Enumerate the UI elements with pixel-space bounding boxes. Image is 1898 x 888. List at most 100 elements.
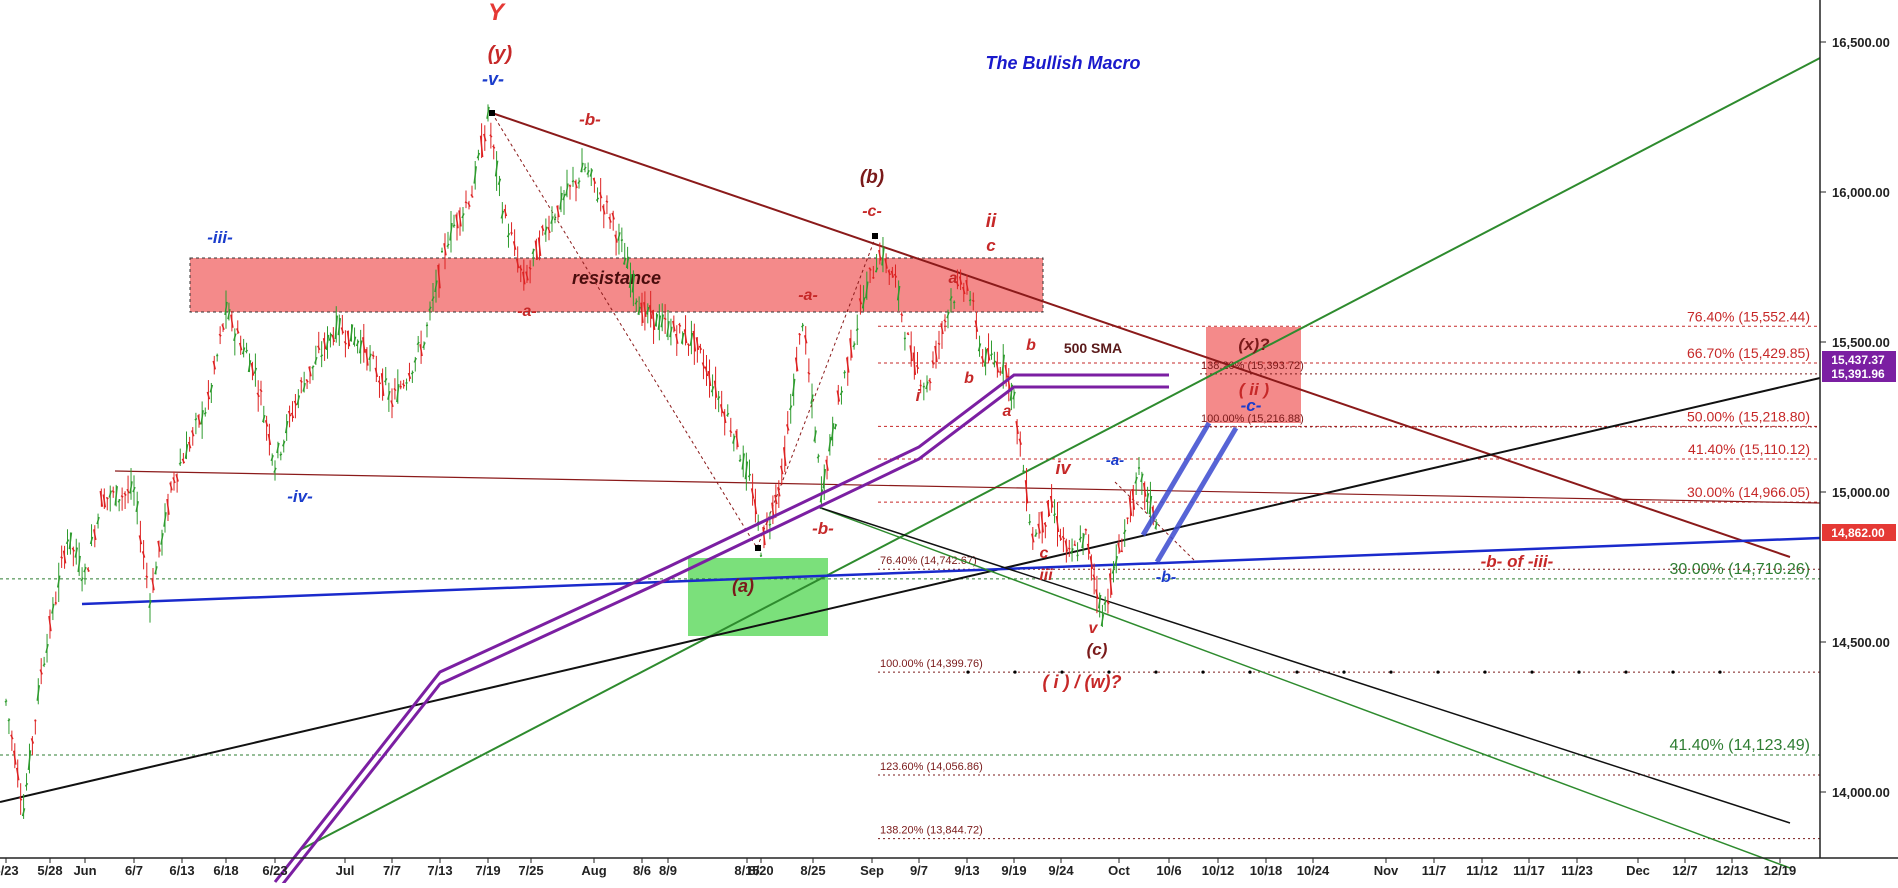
x-tick-label: 7/25 bbox=[518, 863, 543, 878]
wave-label: -b- of -iii- bbox=[1481, 552, 1554, 571]
y-axis-panel bbox=[1820, 0, 1898, 883]
candle-body bbox=[760, 555, 762, 556]
wave-label: ii bbox=[986, 211, 997, 232]
x-tick-label: Sep bbox=[860, 863, 884, 878]
wave-label: c bbox=[986, 236, 996, 255]
wave-label: a bbox=[1003, 403, 1012, 420]
wave-label: -iv- bbox=[287, 487, 313, 506]
fib-label-1: 66.70% (15,429.85) bbox=[1687, 345, 1810, 361]
wave-label: (b) bbox=[860, 167, 884, 188]
x-tick-label: 11/7 bbox=[1422, 863, 1447, 878]
fib-dot bbox=[1577, 670, 1580, 673]
x-tick-label: 10/24 bbox=[1297, 863, 1330, 878]
x-tick-label: 9/19 bbox=[1001, 863, 1026, 878]
y-tick-label: 16,000.00 bbox=[1832, 185, 1890, 200]
candle-body bbox=[572, 181, 574, 182]
pivot-marker bbox=[755, 545, 761, 551]
wave-label: iv bbox=[1055, 458, 1071, 478]
wave-label: -b- bbox=[812, 519, 834, 538]
candle-body bbox=[1022, 471, 1024, 472]
sma-label: 500 SMA bbox=[1064, 340, 1122, 356]
wave-label: -a- bbox=[798, 287, 818, 304]
candle-body bbox=[55, 603, 57, 604]
x-tick-label: 12/13 bbox=[1716, 863, 1749, 878]
candle-body bbox=[953, 302, 955, 303]
candle-body bbox=[769, 524, 771, 525]
fib-dot bbox=[1389, 670, 1392, 673]
fib-dot bbox=[1342, 670, 1345, 673]
fib-mid-label-4: 123.60% (14,056.86) bbox=[880, 761, 983, 773]
x-tick-label: Dec bbox=[1626, 863, 1650, 878]
x-tick-label: Oct bbox=[1108, 863, 1130, 878]
x-tick-label: 6/7 bbox=[125, 863, 143, 878]
x-tick-label: 9/13 bbox=[954, 863, 979, 878]
y-tick-label: 16,500.00 bbox=[1832, 35, 1890, 50]
fib-dot bbox=[1436, 670, 1439, 673]
wave-label: -a- bbox=[517, 303, 537, 320]
fib-dot bbox=[1295, 670, 1298, 673]
price-box-label: 14,862.00 bbox=[1831, 526, 1885, 540]
zone-1 bbox=[688, 558, 828, 636]
fib-label-3: 41.40% (15,110.12) bbox=[1688, 441, 1810, 457]
pivot-marker bbox=[489, 110, 495, 116]
x-tick-label: 5/28 bbox=[37, 863, 62, 878]
candle-body bbox=[969, 300, 971, 301]
fib-dot bbox=[1530, 670, 1533, 673]
wave-label: a bbox=[949, 270, 958, 287]
x-tick-label: 6/13 bbox=[169, 863, 194, 878]
fib-label-6: 41.40% (14,123.49) bbox=[1669, 737, 1810, 754]
fib-dot bbox=[1624, 670, 1627, 673]
wave-label: -c- bbox=[862, 203, 882, 220]
candle-body bbox=[1068, 548, 1070, 549]
wave-label: ( ii ) bbox=[1239, 380, 1270, 399]
x-tick-label: 8/6 bbox=[633, 863, 651, 878]
wave-label: b bbox=[1026, 337, 1036, 354]
fib-dot bbox=[1483, 670, 1486, 673]
candle-body bbox=[1074, 545, 1076, 546]
fib-mid-label-5: 138.20% (13,844.72) bbox=[880, 825, 983, 837]
fib-dot bbox=[1248, 670, 1251, 673]
y-tick-label: 15,000.00 bbox=[1832, 485, 1890, 500]
x-tick-label: 11/23 bbox=[1561, 863, 1593, 878]
fib-dot bbox=[1718, 670, 1721, 673]
chart-title: The Bullish Macro bbox=[985, 53, 1140, 73]
fib-dot bbox=[1013, 670, 1016, 673]
wave-label: -b- bbox=[579, 110, 601, 129]
x-tick-label: 8/25 bbox=[800, 863, 825, 878]
x-tick-label: 6/18 bbox=[213, 863, 238, 878]
x-tick-label: Aug bbox=[581, 863, 606, 878]
candle-body bbox=[1085, 529, 1087, 530]
wave-label: (x)? bbox=[1238, 335, 1270, 354]
wave-label: ( i ) / (w)? bbox=[1043, 672, 1122, 692]
wave-label: Y bbox=[488, 0, 506, 26]
candle-body bbox=[400, 386, 402, 387]
wave-label: (c) bbox=[1087, 640, 1108, 659]
zone-label-resistance: resistance bbox=[572, 268, 661, 288]
x-tick-label: 12/7 bbox=[1672, 863, 1697, 878]
x-tick-label: 5/23 bbox=[0, 863, 19, 878]
fib-dot bbox=[966, 670, 969, 673]
wave-label: c bbox=[1040, 545, 1049, 562]
wave-label: -iii- bbox=[207, 228, 233, 247]
x-tick-label: 10/6 bbox=[1156, 863, 1181, 878]
fib-dot bbox=[1671, 670, 1674, 673]
x-tick-label: 11/12 bbox=[1466, 863, 1498, 878]
x-tick-label: 11/17 bbox=[1513, 863, 1545, 878]
x-tick-label: 12/19 bbox=[1764, 863, 1797, 878]
fib-dot bbox=[1201, 670, 1204, 673]
pivot-marker bbox=[872, 233, 878, 239]
x-tick-label: Nov bbox=[1374, 863, 1399, 878]
fib-label-4: 30.00% (14,966.05) bbox=[1687, 484, 1810, 500]
x-tick-label: 7/19 bbox=[475, 863, 500, 878]
x-tick-label: 7/7 bbox=[383, 863, 401, 878]
y-tick-label: 15,500.00 bbox=[1832, 335, 1890, 350]
candle-body bbox=[621, 240, 623, 241]
candle-body bbox=[465, 202, 467, 203]
fib-dot bbox=[1154, 670, 1157, 673]
x-tick-label: 9/24 bbox=[1048, 863, 1074, 878]
x-tick-label: 8/9 bbox=[659, 863, 677, 878]
x-tick-label: 10/12 bbox=[1202, 863, 1235, 878]
y-tick-label: 14,000.00 bbox=[1832, 785, 1890, 800]
